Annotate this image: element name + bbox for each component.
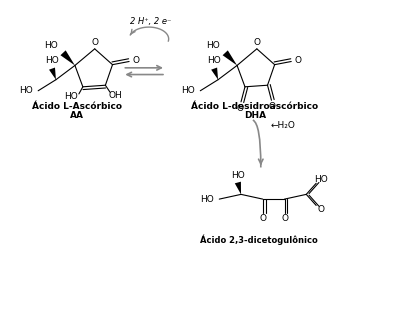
Text: OH: OH [109, 91, 122, 100]
Text: Ácido L-desidroascórbico: Ácido L-desidroascórbico [191, 102, 318, 111]
Text: HO: HO [19, 86, 32, 95]
Text: Ácido 2,3-dicetogulônico: Ácido 2,3-dicetogulônico [200, 234, 318, 245]
Text: O: O [294, 56, 302, 65]
Text: O: O [91, 38, 98, 47]
Text: HO: HO [207, 56, 221, 65]
Polygon shape [235, 182, 241, 194]
Text: HO: HO [181, 86, 194, 95]
Text: O: O [253, 38, 260, 47]
Text: O: O [237, 104, 244, 113]
Polygon shape [61, 50, 75, 66]
Polygon shape [211, 68, 218, 80]
Text: HO: HO [44, 41, 58, 50]
Text: HO: HO [231, 171, 245, 180]
Text: ←H₂O: ←H₂O [270, 121, 295, 130]
Text: O: O [269, 102, 276, 111]
Text: O: O [281, 214, 288, 223]
Polygon shape [223, 50, 237, 66]
Text: AA: AA [70, 111, 84, 120]
Polygon shape [49, 68, 56, 80]
Text: HO: HO [200, 195, 213, 204]
Text: 2 H⁺, 2 e⁻: 2 H⁺, 2 e⁻ [130, 17, 172, 26]
Text: HO: HO [64, 92, 78, 101]
Text: DHA: DHA [244, 111, 266, 120]
Text: Ácido L-Ascórbico: Ácido L-Ascórbico [32, 102, 122, 111]
Text: HO: HO [206, 41, 220, 50]
Text: O: O [259, 214, 266, 223]
Text: O: O [318, 205, 325, 214]
Text: HO: HO [45, 56, 59, 65]
Text: HO: HO [314, 175, 328, 184]
Text: O: O [132, 56, 139, 65]
